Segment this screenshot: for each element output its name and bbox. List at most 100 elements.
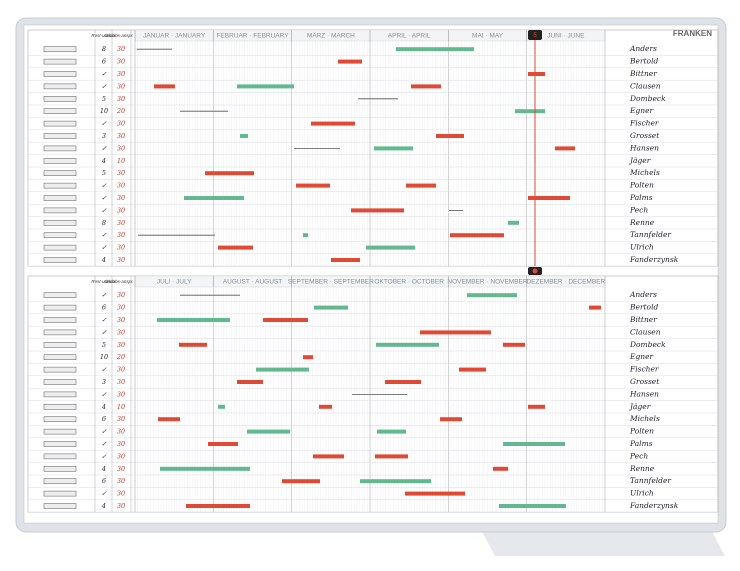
employee-name: Palms <box>629 439 653 448</box>
employee-name: Anders <box>629 44 657 53</box>
rest-days: 4 <box>101 256 106 264</box>
entitlement: 30 <box>117 465 125 473</box>
vacation-bar <box>493 466 508 471</box>
rest-days: ✓ <box>101 182 107 190</box>
name-strip <box>43 108 77 114</box>
vacation-bar <box>247 429 290 434</box>
vacation-bar <box>218 245 253 250</box>
entitlement: 30 <box>117 82 125 90</box>
name-strip <box>43 304 77 311</box>
name-strip <box>43 354 77 360</box>
name-strip <box>43 478 77 484</box>
vacation-bar <box>396 47 474 52</box>
vacation-bar <box>338 59 362 64</box>
employee-name: Fanderzynsk <box>629 501 679 510</box>
employee-name: Fischer <box>629 365 659 374</box>
employee-name: Polten <box>629 181 654 190</box>
rest-days: ✓ <box>101 206 107 214</box>
vacation-bar <box>154 84 175 89</box>
entitlement: 30 <box>117 58 125 66</box>
vacation-bar <box>555 146 575 151</box>
entitlement: 30 <box>117 378 125 386</box>
vacation-bar <box>467 293 517 298</box>
rest-days: 6 <box>102 415 106 423</box>
entitlement: 30 <box>117 169 125 177</box>
today-marker-label: 5 <box>533 33 537 39</box>
entitlement: 30 <box>117 440 125 448</box>
employee-name: Dombeck <box>629 340 666 349</box>
employee-name: Clausen <box>630 81 661 90</box>
vacation-bar <box>436 134 464 138</box>
name-strip <box>43 182 77 189</box>
month-label: MAI · MAY <box>472 33 504 40</box>
name-strip <box>43 207 77 214</box>
column-heading: Urlaubs-anspr. <box>104 33 133 38</box>
employee-name: Ulrich <box>630 243 654 252</box>
rest-days: ✓ <box>101 440 107 448</box>
employee-name: Tannfelder <box>630 230 671 239</box>
vacation-bar <box>205 171 254 176</box>
rest-days: 4 <box>101 157 106 165</box>
employee-name: Jäger <box>628 156 651 165</box>
vacation-bar <box>311 121 355 126</box>
marker-tray <box>480 528 725 556</box>
month-label: OKTOBER · OCTOBER <box>374 279 444 286</box>
rest-days: ✓ <box>101 490 107 498</box>
vacation-bar <box>411 84 441 89</box>
entitlement: 30 <box>117 452 125 460</box>
vacation-bar <box>237 380 263 384</box>
bottom-marker-dot <box>532 268 538 274</box>
entitlement: 20 <box>116 353 125 361</box>
rest-days: ✓ <box>101 390 107 398</box>
name-strip <box>43 329 77 336</box>
rest-days: 6 <box>102 58 106 66</box>
vacation-bar <box>420 330 491 335</box>
vacation-bar <box>385 380 421 384</box>
name-strip <box>43 170 77 176</box>
employee-name: Fanderzynsk <box>629 255 679 264</box>
rest-days: 5 <box>102 95 106 103</box>
rest-days: 6 <box>102 304 106 312</box>
name-strip <box>43 158 77 164</box>
entitlement: 30 <box>117 206 125 214</box>
vacation-bar <box>406 183 436 188</box>
brand: FRANKEN <box>673 29 712 38</box>
name-strip <box>43 71 77 77</box>
employee-name: Tannfelder <box>630 476 671 485</box>
entitlement: 30 <box>117 390 125 398</box>
employee-name: Grosset <box>630 131 660 140</box>
employee-name: Renne <box>629 464 655 473</box>
employee-name: Anders <box>629 290 657 299</box>
vacation-bar <box>440 417 462 422</box>
column-heading: Rest-urlaub <box>91 33 115 38</box>
name-strip <box>43 292 77 298</box>
employee-name: Hansen <box>629 143 659 152</box>
rest-days: 4 <box>101 465 106 473</box>
employee-name: Michels <box>629 168 660 177</box>
today-marker <box>528 30 542 40</box>
vacation-bar <box>157 318 230 322</box>
column-heading: Urlaubs-anspr. <box>104 279 133 284</box>
vacation-bar <box>508 220 519 225</box>
name-strip <box>43 342 77 348</box>
month-label: FEBRUAR · FEBRUARY <box>216 33 289 40</box>
vacation-bar <box>186 504 250 508</box>
entitlement: 30 <box>117 316 125 324</box>
entitlement: 30 <box>117 291 125 299</box>
name-strip <box>43 83 77 90</box>
vacation-bar <box>351 208 404 213</box>
rest-days: ✓ <box>101 120 107 128</box>
entitlement: 30 <box>117 428 125 436</box>
rest-days: ✓ <box>101 328 107 336</box>
rest-days: ✓ <box>101 194 107 202</box>
entitlement: 10 <box>117 157 125 165</box>
vacation-bar <box>366 245 415 250</box>
name-strip <box>43 244 77 251</box>
month-label: AUGUST · AUGUST <box>223 279 283 286</box>
rest-days: ✓ <box>101 452 107 460</box>
entitlement: 30 <box>117 45 125 53</box>
vacation-bar <box>179 342 207 347</box>
name-strip <box>43 490 77 497</box>
vacation-bar <box>459 367 486 372</box>
employee-name: Clausen <box>630 327 661 336</box>
